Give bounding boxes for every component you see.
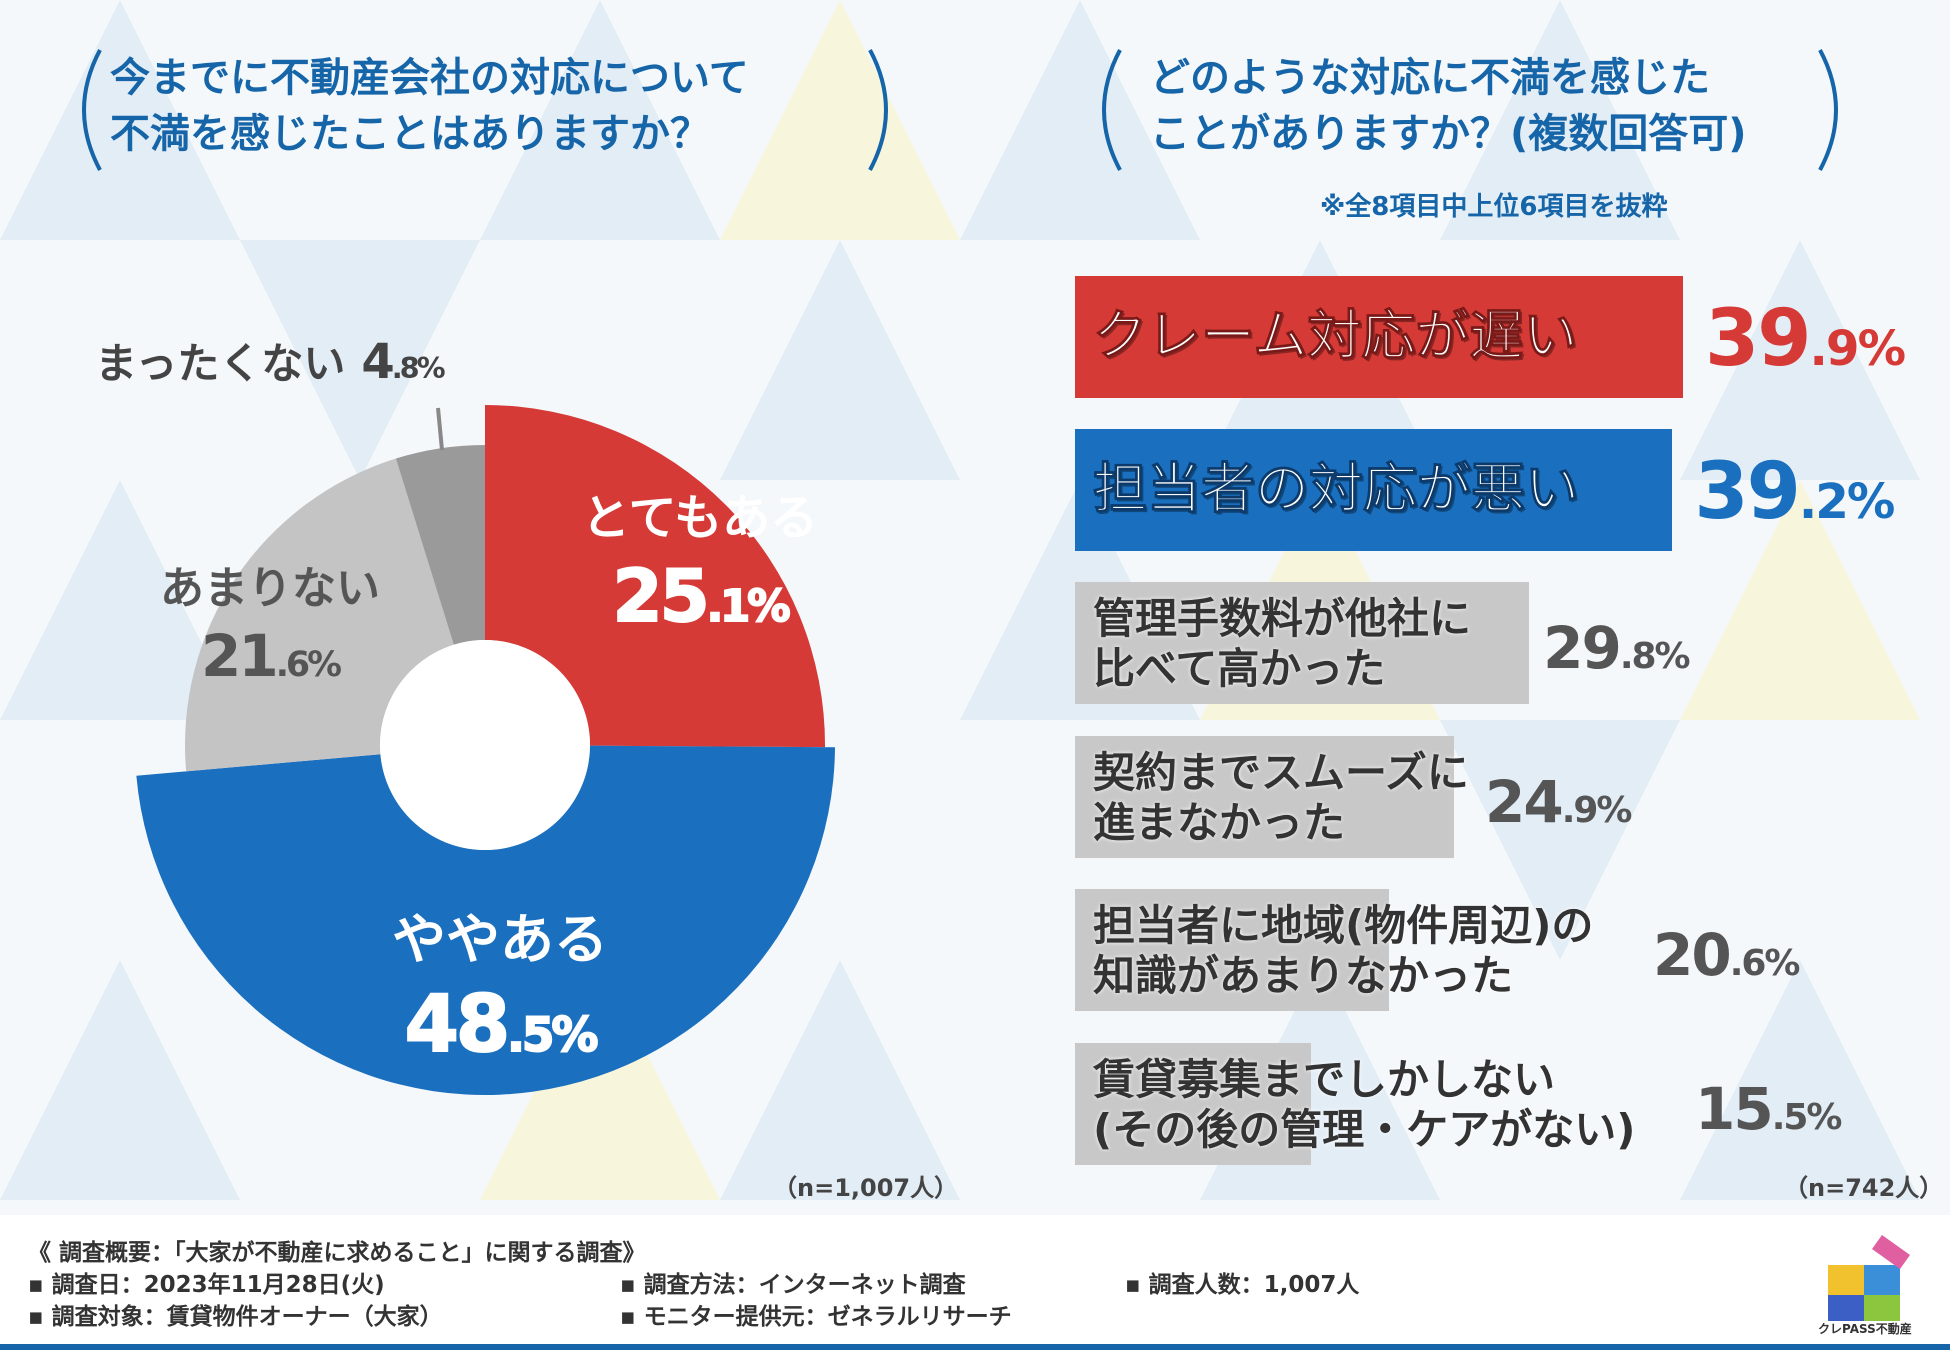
leader-line xyxy=(436,407,444,451)
bar-value-0: 39.9% xyxy=(1705,294,1906,384)
bar-value-2: 29.8% xyxy=(1543,614,1690,682)
question-bracket-left xyxy=(82,49,888,171)
donut-label-value-0: 25.1% xyxy=(612,553,792,639)
bar-5 xyxy=(1075,1043,1312,1165)
donut-label-0: とてもある 25.1% xyxy=(540,478,860,639)
donut-label-value-2: 21.6% xyxy=(200,622,342,690)
donut-label-1: ややある 48.5% xyxy=(340,895,660,1071)
bar-value-5: 15.5% xyxy=(1695,1075,1842,1143)
survey-footer: 《 調査概要：「大家が不動産に求めること」に関する調査》 ▪ 調査日：2023年… xyxy=(0,1215,1950,1350)
question-left: 今までに不動産会社の対応について 不満を感じたことはありますか？ xyxy=(110,50,870,162)
footer-method: ▪ 調査方法：インターネット調査 xyxy=(620,1272,966,1298)
bar-label-line-4-0: 担当者に地域(物件周辺)の xyxy=(1093,901,1594,950)
footer-target: ▪ 調査対象：賃貸物件オーナー（大家） xyxy=(28,1304,443,1330)
bar-label-line-0-0: クレーム対応が遅い xyxy=(1092,304,1578,367)
donut-chart xyxy=(136,405,835,1095)
bar-3 xyxy=(1075,736,1455,858)
footer-title: 《 調査概要：「大家が不動産に求めること」に関する調査》 xyxy=(28,1240,646,1266)
bar-label-line-3-0: 契約までスムーズに xyxy=(1093,748,1469,797)
bar-value-1: 39.2% xyxy=(1694,447,1895,537)
bar-label-1: 担当者の対応が悪い xyxy=(1093,457,1580,520)
bar-label-line-4-1: 知識があまりなかった xyxy=(1093,951,1514,1000)
brand-logo-text: クレPASS不動産 xyxy=(1818,1322,1912,1336)
donut-slice-1 xyxy=(136,745,835,1095)
bar-label-line-5-1: (その後の管理・ケアがない) xyxy=(1093,1105,1636,1154)
bar-label-line-2-0: 管理手数料が他社に xyxy=(1093,594,1472,643)
donut-label-name-0: とてもある xyxy=(581,490,819,546)
bar-4 xyxy=(1075,889,1389,1011)
footer-line xyxy=(0,1344,1950,1350)
bar-label-5: 賃貸募集までしかしない (その後の管理・ケアがない) xyxy=(1093,1055,1635,1155)
donut-slice-3 xyxy=(395,445,485,645)
sample-size-right: （n=742人） xyxy=(1784,1174,1944,1202)
bar-label-line-3-1: 進まなかった xyxy=(1093,798,1346,847)
bar-label-3: 契約までスムーズに 進まなかった xyxy=(1093,748,1469,848)
donut-slice-0 xyxy=(485,405,825,748)
question-right-line2: ことがありますか？(複数回答可) xyxy=(1150,111,1747,157)
bar-value-3: 24.9% xyxy=(1485,768,1632,836)
donut-hole xyxy=(380,640,590,850)
donut-label-3: まったくない 4.8% xyxy=(95,330,495,391)
donut-label-value-3: 4.8% xyxy=(361,334,445,390)
bar-label-4: 担当者に地域(物件周辺)の 知識があまりなかった xyxy=(1093,901,1593,1001)
bar-2 xyxy=(1075,582,1530,704)
footer-provider: ▪ モニター提供元：ゼネラルリサーチ xyxy=(620,1304,1012,1330)
question-left-line1: 今までに不動産会社の対応について xyxy=(110,55,749,101)
donut-label-name-2: あまりない xyxy=(160,563,380,614)
sample-size-left: （n=1,007人） xyxy=(773,1174,959,1202)
question-left-line2: 不満を感じたことはありますか？ xyxy=(110,111,710,157)
bar-label-line-5-0: 賃貸募集までしかしない xyxy=(1093,1055,1556,1104)
bar-label-line-1-0: 担当者の対応が悪い xyxy=(1093,457,1580,520)
bar-label-0: クレーム対応が遅い xyxy=(1092,304,1578,367)
bar-0 xyxy=(1075,276,1683,398)
question-bracket-right xyxy=(1102,49,1838,171)
donut-label-value-1: 48.5% xyxy=(404,979,600,1071)
question-right-note: ※全8項目中上位6項目を抜粋 xyxy=(1320,192,1668,222)
footer-count: ▪ 調査人数：1,007人 xyxy=(1125,1272,1360,1298)
bar-label-line-2-1: 比べて高かった xyxy=(1093,644,1386,693)
footer-date: ▪ 調査日：2023年11月28日(火) xyxy=(28,1272,385,1298)
donut-label-2: あまりない 21.6% xyxy=(140,552,400,690)
question-right-line1: どのような対応に不満を感じた xyxy=(1150,55,1710,101)
question-right: どのような対応に不満を感じた ことがありますか？(複数回答可) xyxy=(1150,50,1790,162)
donut-label-name-3: まったくない xyxy=(95,339,346,388)
bar-value-4: 20.6% xyxy=(1653,921,1800,989)
bar-label-2: 管理手数料が他社に 比べて高かった xyxy=(1093,594,1471,694)
bar-1 xyxy=(1075,429,1673,551)
donut-label-name-1: ややある xyxy=(392,908,608,971)
brand-logo-icon xyxy=(1828,1235,1910,1321)
donut-slice-2 xyxy=(185,458,454,772)
